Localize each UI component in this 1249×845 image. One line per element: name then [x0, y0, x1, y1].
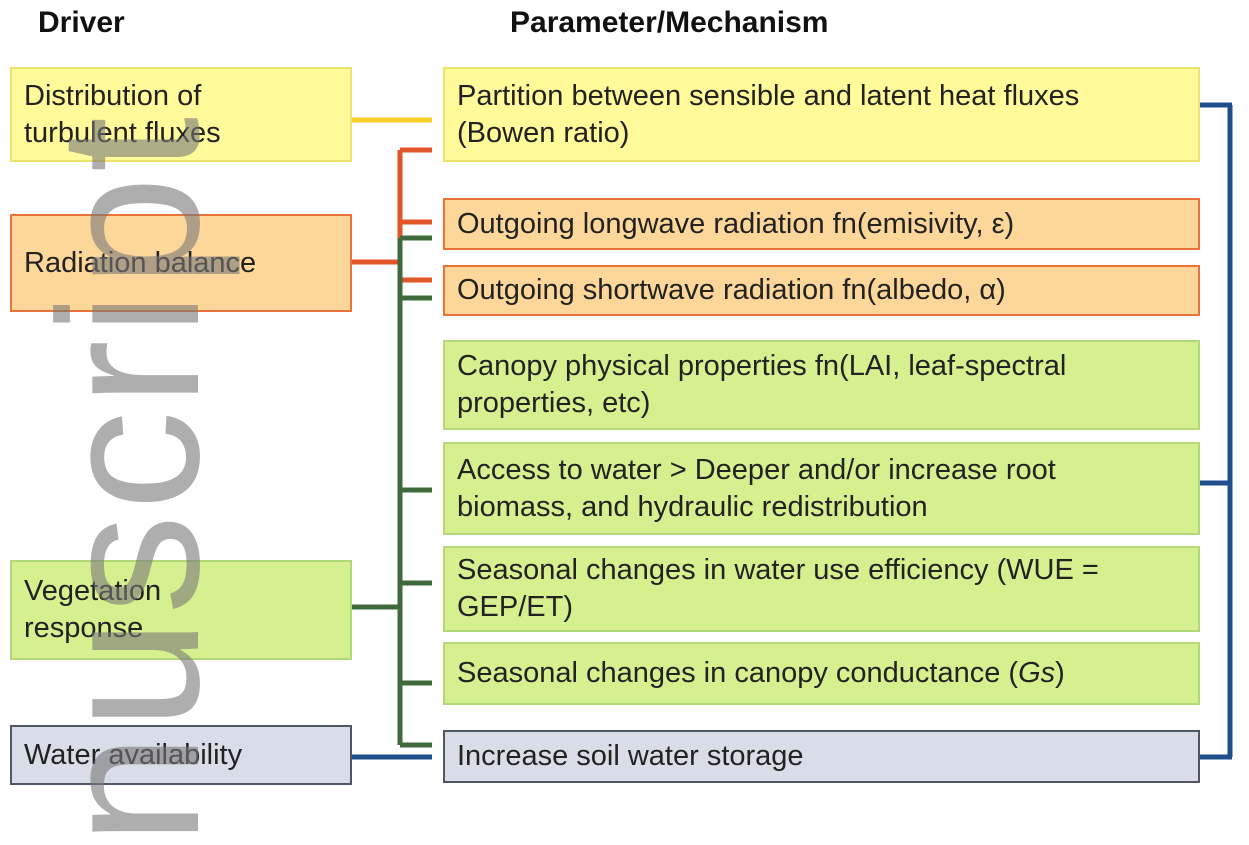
- mechanism-box: Canopy physical properties fn(LAI, leaf-…: [443, 340, 1200, 430]
- box-text: Canopy physical properties fn(LAI, leaf-…: [457, 350, 1067, 382]
- mechanism-box: Outgoing shortwave radiation fn(albedo, …: [443, 265, 1200, 316]
- page: {"headers": {"driver": "Driver", "mechan…: [10, 6, 1233, 845]
- box-text: GEP/ET): [457, 591, 574, 623]
- text: Seasonal changes in canopy conductance (: [457, 657, 1019, 689]
- driver-box: Water availability: [10, 725, 352, 785]
- mechanism-box: Partition between sensible and latent he…: [443, 67, 1200, 162]
- box-text: Vegetation: [24, 575, 162, 607]
- box-text: properties, etc): [457, 387, 651, 419]
- text: ): [1055, 657, 1065, 689]
- box-text: Increase soil water storage: [457, 740, 804, 772]
- box-text: biomass, and hydraulic redistribution: [457, 490, 928, 523]
- box-text: response: [24, 612, 144, 644]
- box-text: turbulent fluxes: [24, 116, 221, 149]
- box-text: Outgoing longwave radiation fn(emisivity…: [457, 207, 1015, 240]
- text: Gs: [1018, 657, 1056, 689]
- mechanism-box: Seasonal changes in water use efficiency…: [443, 546, 1200, 632]
- box-text: (Bowen ratio): [457, 116, 630, 149]
- box-text: Radiation balance: [24, 246, 257, 279]
- box-text: Outgoing shortwave radiation fn(albedo, …: [457, 274, 1006, 306]
- driver-box: Distribution of turbulent fluxes: [10, 67, 352, 162]
- mechanism-box: Increase soil water storage: [443, 730, 1200, 783]
- driver-box: Vegetation response: [10, 560, 352, 660]
- box-text: Access to water > Deeper and/or increase…: [457, 453, 1056, 486]
- box-text: Partition between sensible and latent he…: [457, 79, 1080, 112]
- mechanism-text: Seasonal changes in canopy conductance (…: [457, 655, 1186, 692]
- header: Driver: [38, 6, 125, 39]
- mechanism-box: Access to water > Deeper and/or increase…: [443, 442, 1200, 535]
- mechanism-box: Outgoing longwave radiation fn(emisivity…: [443, 198, 1200, 250]
- driver-box: Radiation balance: [10, 214, 352, 312]
- watermark: nuscript: [18, 112, 241, 845]
- box-text: Seasonal changes in water use efficiency…: [457, 554, 1099, 586]
- box-text: Water availability: [24, 738, 243, 771]
- box-text: Distribution of: [24, 79, 202, 112]
- header: Parameter/Mechanism: [510, 6, 829, 39]
- mechanism-box: Seasonal changes in canopy conductance (…: [443, 642, 1200, 705]
- connectors: [352, 102, 1233, 760]
